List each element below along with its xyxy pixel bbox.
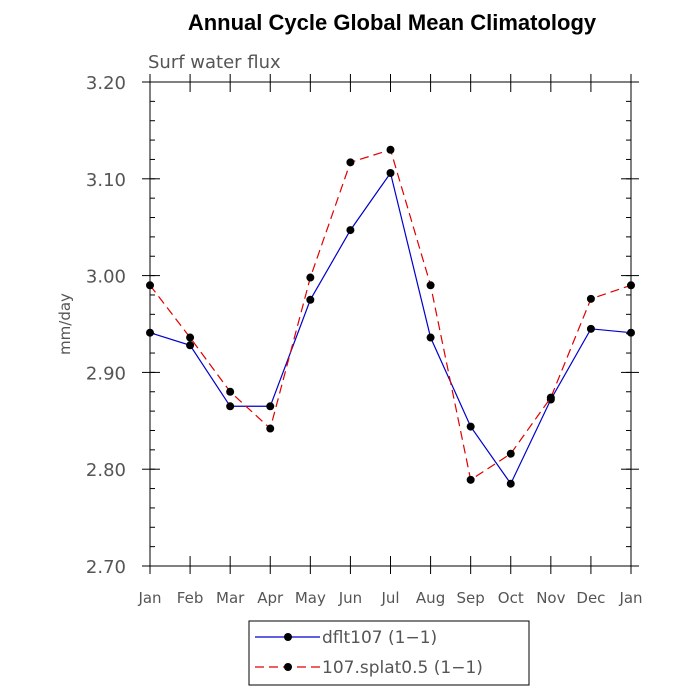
series-2-point [506,449,515,458]
x-tick-label: Sep [457,589,485,607]
series-2-point [306,273,315,282]
series-2-point [186,333,195,342]
series-1-point [506,479,515,488]
y-tick-label: 2.90 [86,363,126,384]
plot-frame [149,81,632,567]
x-tick-label: May [295,589,326,607]
series-2-point [386,145,395,154]
legend-marker-1 [284,633,292,641]
series-2-point [226,387,235,396]
series-line-2 [149,149,632,481]
series-1-point [346,226,355,235]
x-tick-labels: Jan Feb Mar Apr May Jun Jul Aug Sep Oct Nov Dec Jan [137,589,642,607]
y-tick-label: 3.00 [86,267,126,288]
chart-subtitle: Surf water flux [148,52,281,73]
x-tick-label: Mar [216,589,245,607]
legend-box [248,620,530,686]
legend-label-2: 107.splat0.5 (1−1) [322,658,483,678]
x-tick-label: Nov [536,589,565,607]
series-2-point [586,294,595,303]
legend-label-1: dflt107 (1−1) [322,628,437,648]
series-1-point [466,422,475,431]
series-2-point [546,393,555,402]
y-tick-label: 3.20 [86,73,126,94]
x-tick-label: Feb [177,589,204,607]
y-axis-label: mm/day [56,293,74,355]
series-line-1 [149,171,632,485]
legend: dflt107 (1−1) 107.splat0.5 (1−1) [248,620,530,686]
legend-marker-2 [284,663,292,671]
series-2-point [466,475,475,484]
series-2-point [266,424,275,433]
chart-title: Annual Cycle Global Mean Climatology [188,10,597,35]
x-tick-label: Jan [618,589,642,607]
series-2-point [346,158,355,167]
series-1-point [386,168,395,177]
series-layer [146,145,635,488]
x-tick-label: Aug [416,589,445,607]
series-1-point [266,402,275,411]
x-tick-label: Jan [137,589,161,607]
x-tick-label: Oct [498,589,524,607]
x-tick-label: Apr [257,589,284,607]
y-tick-label: 2.70 [86,557,126,578]
series-1-point [226,402,235,411]
series-1-point [306,295,315,304]
y-tick-label: 3.10 [86,170,126,191]
series-2-point [426,281,435,290]
x-tick-label: Jul [380,589,399,607]
y-tick-labels: 2.70 2.80 2.90 3.00 3.10 3.20 [86,73,126,578]
series-1-point [186,341,195,350]
x-tick-label: Jun [338,589,362,607]
series-1-point [426,333,435,342]
series-1-point [586,324,595,333]
y-tick-label: 2.80 [86,460,126,481]
x-tick-label: Dec [576,589,605,607]
